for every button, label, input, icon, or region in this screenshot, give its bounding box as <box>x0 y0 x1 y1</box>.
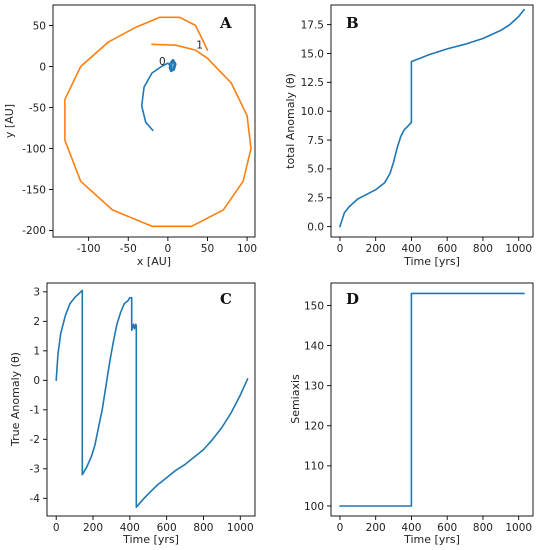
panel-a-letter: A <box>219 14 232 32</box>
panel-a-frame <box>52 4 256 238</box>
panel-b-xtick-label: 200 <box>366 243 386 255</box>
panel-a-xtick-label: 100 <box>237 243 257 255</box>
panel-a-ytick-label: -200 <box>22 225 46 237</box>
panel-c-xtick-label: 800 <box>193 522 213 534</box>
panel-d-xtick-label: 1000 <box>505 522 532 534</box>
panel-b-frame <box>330 4 534 238</box>
panel-c-xtick-label: 1000 <box>227 522 254 534</box>
panel-d-series-0-line <box>339 292 525 507</box>
panel-a-ylabel: y [AU] <box>3 104 16 138</box>
panel-c-frame <box>46 282 256 517</box>
panel-c-letter: C <box>220 290 232 308</box>
panel-d-xtick-label: 600 <box>437 522 457 534</box>
panel-b-ytick-label: 2.5 <box>307 193 324 205</box>
panel-d-xtick-label: 0 <box>337 522 344 534</box>
panel-d-ytick-label: 100 <box>304 501 324 513</box>
panel-c-ytick-label: 3 <box>33 287 40 299</box>
panel-c-ytick-label: -2 <box>30 434 40 446</box>
panel-a-annotation: 0 <box>159 56 166 68</box>
panel-a-ytick-label: -50 <box>29 102 46 114</box>
panel-d-xlabel: Time [yrs] <box>403 533 460 546</box>
panel-a-xtick-label: -100 <box>77 243 101 255</box>
panel-a-xtick-label: -50 <box>120 243 137 255</box>
panel-b-ytick-label: 0.0 <box>307 221 324 233</box>
panel-b-xtick-label: 1000 <box>505 243 532 255</box>
panel-a-ytick-label: 50 <box>33 20 46 32</box>
panel-c-ytick-label: 1 <box>33 346 40 358</box>
panel-c-xtick-label: 400 <box>120 522 140 534</box>
panel-c-ytick-label: -1 <box>30 405 40 417</box>
panel-a-ytick-label: 0 <box>39 61 46 73</box>
panel-b-ytick-label: 12.5 <box>301 77 324 89</box>
panel-d-xtick-label: 800 <box>473 522 493 534</box>
panel-c-xtick-label: 600 <box>157 522 177 534</box>
panel-b-ytick-label: 5.0 <box>307 164 324 176</box>
panel-d: D Time [yrs] Semiaxis 0 200 400 600 800 1000 1… <box>289 282 534 546</box>
panel-b-xtick-label: 800 <box>473 243 493 255</box>
panel-d-ytick-label: 130 <box>304 380 324 392</box>
panel-b-xtick-label: 0 <box>337 243 344 255</box>
panel-a: A x [AU] y [AU] -100 -50 0 50 100 50 0 -50 -100 -… <box>3 4 257 268</box>
panel-c-ylabel: True Anomaly (θ) <box>9 352 22 447</box>
panel-c-xtick-label: 0 <box>53 522 60 534</box>
panel-a-xtick-label: 50 <box>201 243 214 255</box>
panel-d-xtick-label: 400 <box>401 522 421 534</box>
panel-a-series-0-line <box>64 16 252 228</box>
panel-b-ytick-label: 17.5 <box>301 19 324 31</box>
panel-b-ytick-label: 15.0 <box>301 48 324 60</box>
panel-a-ytick-label: -100 <box>22 143 46 155</box>
panel-a-series-1-line <box>140 59 177 132</box>
panel-b-ytick-label: 10.0 <box>301 106 324 118</box>
panel-b-ytick-label: 7.5 <box>307 135 324 147</box>
panel-b: B Time [yrs] total Anomaly (θ) 0 200 400 60… <box>284 4 534 268</box>
panel-c-xlabel: Time [yrs] <box>122 533 179 546</box>
panel-d-ytick-label: 110 <box>304 461 324 473</box>
panel-b-xtick-label: 600 <box>437 243 457 255</box>
panel-b-ylabel: total Anomaly (θ) <box>284 73 297 169</box>
panel-a-ytick-label: -150 <box>22 184 46 196</box>
panel-c-ytick-label: -4 <box>30 493 41 505</box>
panel-d-ylabel: Semiaxis <box>289 374 302 424</box>
panel-a-annotation: 1 <box>196 39 203 51</box>
panel-a-xlabel: x [AU] <box>137 255 171 268</box>
panel-d-letter: D <box>346 290 359 308</box>
panel-d-ytick-label: 140 <box>304 340 324 352</box>
panel-c-series-0-line <box>55 289 249 508</box>
panel-b-series-0-line <box>339 8 525 228</box>
panel-c-xtick-label: 200 <box>83 522 103 534</box>
panel-c-ytick-label: 2 <box>33 316 40 328</box>
panel-d-frame <box>330 282 534 517</box>
panel-c: C Time [yrs] True Anomaly (θ) 0 200 400 600… <box>9 282 256 546</box>
panel-b-xlabel: Time [yrs] <box>403 255 460 268</box>
panel-a-xtick-label: 0 <box>165 243 172 255</box>
panel-b-letter: B <box>346 14 359 32</box>
panel-c-ytick-label: -3 <box>30 464 40 476</box>
panel-d-xtick-label: 200 <box>366 522 386 534</box>
panel-d-ytick-label: 150 <box>304 300 324 312</box>
panel-c-ytick-label: 0 <box>33 375 40 387</box>
panel-b-xtick-label: 400 <box>401 243 421 255</box>
panel-d-ytick-label: 120 <box>304 421 324 433</box>
